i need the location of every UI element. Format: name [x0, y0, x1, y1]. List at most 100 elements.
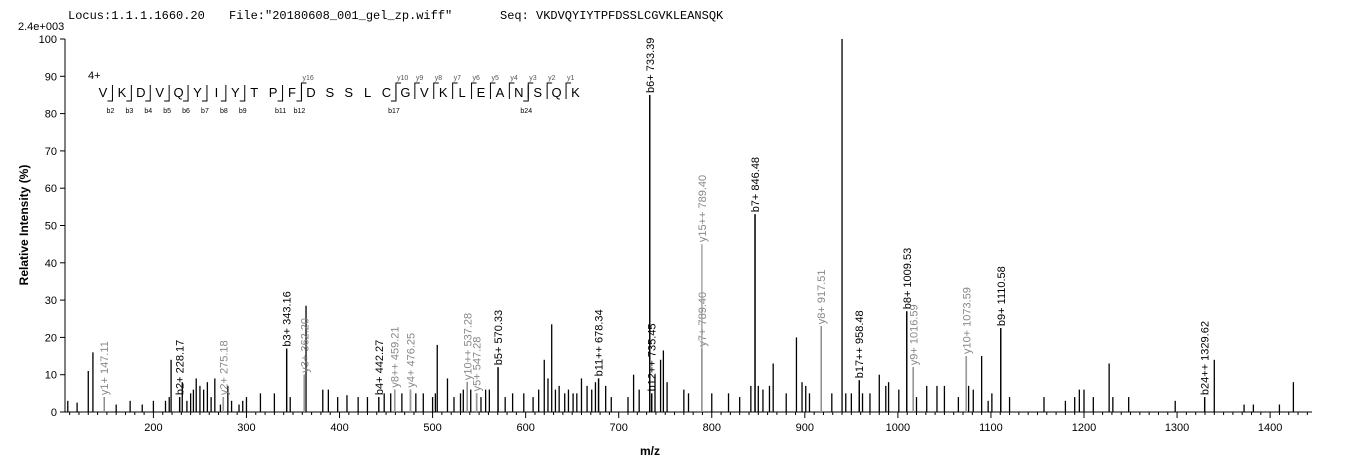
b-ion-label: b24	[520, 108, 532, 115]
y-ion-bracket	[565, 82, 572, 99]
y-ion-bracket	[433, 82, 439, 99]
y-ion-label: y4	[510, 75, 517, 82]
x-tick-label: 900	[796, 422, 814, 434]
peak-annotation-label: b2+ 228.17	[175, 340, 187, 395]
x-tick-label: 700	[610, 422, 628, 434]
y-ion-bracket	[508, 82, 515, 99]
y-ion-bracket	[489, 82, 496, 99]
peak-annotations: y1+ 147.11 b2+ 228.17 y2+ 275.18 b3+ 343.16…	[99, 38, 1212, 412]
peak-annotation-label: b8+ 1009.53	[902, 248, 914, 309]
x-tick-label: 200	[144, 422, 162, 434]
b-ion-bracket	[277, 85, 284, 102]
sequence-residue: K	[439, 85, 448, 100]
b-ion-bracket	[183, 85, 189, 102]
peak-annotation-label: b24++ 1329.62	[1200, 321, 1212, 395]
y-tick-label: 30	[45, 295, 57, 307]
peak-annotation-label: y10+ 1073.59	[961, 287, 973, 354]
x-tick-label: 500	[423, 422, 441, 434]
b-ion-label: b2	[107, 108, 115, 115]
b-ion-bracket	[220, 85, 227, 102]
b-ion-bracket	[164, 85, 170, 102]
sequence-residue: E	[477, 85, 486, 100]
peak-annotation-label: b4+ 442.27	[374, 340, 386, 395]
peak-annotation-label: y15++ 789.40	[697, 175, 709, 242]
y-tick-label: 0	[51, 407, 57, 419]
sequence-residue: V	[99, 85, 108, 100]
x-ticks: 200 300 400 500 600 700 800 900 1000 1100 1200 1300…	[69, 412, 1308, 434]
header-file: File:"20180608_001_gel_zp.wiff"	[229, 9, 452, 23]
peak-annotation-label: b6+ 733.39	[645, 38, 657, 93]
peak-annotation-label: y10++ 537.28	[462, 313, 474, 380]
y-ion-label: y2	[548, 75, 556, 82]
y-ion-label: y8	[435, 75, 443, 82]
x-tick-label: 1400	[1258, 422, 1282, 434]
x-tick-label: 300	[237, 422, 255, 434]
b-ion-bracket	[126, 85, 132, 102]
sequence-residue: Q	[174, 85, 184, 100]
y-tick-label: 100	[39, 34, 57, 46]
b-ion-label: b11	[275, 108, 286, 115]
b-ion-label: b3	[125, 108, 133, 115]
b-ion-label: b5	[163, 108, 171, 115]
b-ion-label: b17	[388, 108, 400, 115]
y-ion-bracket	[471, 82, 477, 99]
y-ion-label: y3	[529, 75, 537, 82]
peak-annotation-label: y8+ 917.51	[816, 269, 828, 324]
b-ion-label: b4	[144, 108, 152, 115]
y-ion-label: y6	[473, 75, 481, 82]
b-ion-label: b12	[294, 108, 306, 115]
y-tick-label: 50	[45, 221, 57, 233]
b-ion-bracket	[296, 85, 302, 102]
x-tick-label: 1300	[1165, 422, 1189, 434]
y-ticks: 0 10 20 30 40 50 60 70 80 90 100	[39, 34, 65, 419]
intensity-scale: 2.4e+003	[18, 21, 64, 33]
x-tick-label: 600	[516, 422, 534, 434]
peak-annotation-label: y4+ 476.25	[405, 333, 417, 388]
x-tick-label: 1000	[886, 422, 910, 434]
peak-annotation-label: y5+ 547.28	[472, 337, 484, 392]
sequence-residue: F	[288, 85, 296, 100]
b-ion-bracket	[145, 85, 151, 102]
sequence-residue: S	[325, 85, 334, 100]
peak-annotation-label: b12++ 735.45	[647, 323, 659, 391]
sequence-residue: K	[571, 85, 580, 100]
sequence-residue: Q	[552, 85, 562, 100]
peak-annotation-label: y2+ 275.18	[218, 340, 230, 395]
sequence-residue: I	[215, 85, 219, 100]
x-tick-label: 1100	[979, 422, 1003, 434]
x-axis-label: m/z	[640, 444, 660, 458]
peak-annotation-label: b3+ 343.16	[282, 291, 294, 346]
peak-annotation-label: b11++ 678.34	[594, 309, 606, 376]
y-ion-label: y10	[397, 75, 408, 82]
peak-annotation-label: y9+ 1016.59	[908, 304, 920, 365]
sequence-residue: L	[364, 85, 371, 100]
sequence-residue: Y	[231, 85, 240, 100]
y-tick-label: 20	[45, 332, 57, 344]
y-ion-label: y9	[416, 75, 424, 82]
y-tick-label: 60	[45, 183, 57, 195]
peak-annotation-label: b5+ 570.33	[493, 310, 505, 365]
y-tick-label: 40	[45, 258, 57, 270]
b-ion-label: b9	[239, 108, 247, 115]
sequence-residue: C	[382, 85, 391, 100]
y-tick-label: 10	[45, 370, 57, 382]
sequence-residue: Y	[193, 85, 202, 100]
precursor-charge: 4+	[88, 70, 101, 82]
peak-annotation-label: y7+ 789.40	[697, 292, 709, 347]
peak-annotation-label: y1+ 147.11	[99, 341, 111, 395]
y-tick-label: 90	[45, 71, 57, 83]
b-ion-bracket	[107, 85, 113, 102]
peak-annotation-label: b7+ 846.48	[750, 157, 762, 212]
y-ion-label: y5	[491, 75, 499, 82]
sequence-residue: T	[250, 85, 258, 100]
peak-annotation-label: y8++ 459.21	[390, 326, 402, 387]
sequence-residue: S	[533, 85, 542, 100]
y-axis-label: Relative Intensity (%)	[17, 165, 31, 286]
sequence-residue: V	[420, 85, 429, 100]
sequence-residue: D	[306, 85, 315, 100]
x-tick-label: 400	[330, 422, 348, 434]
b-ion-label: b7	[201, 108, 209, 115]
sequence-residue: N	[514, 85, 523, 100]
b-ion-label: b6	[182, 108, 190, 115]
